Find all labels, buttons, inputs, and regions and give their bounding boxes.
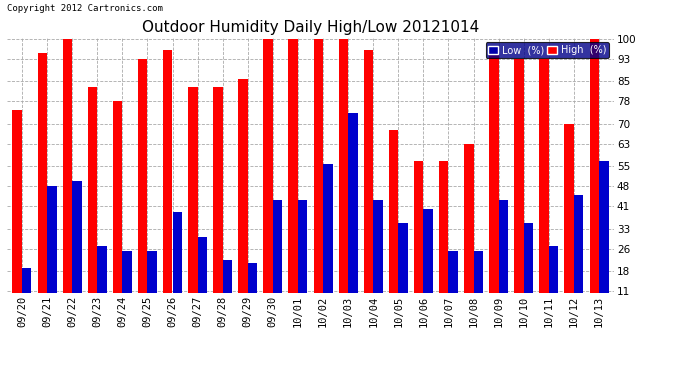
Bar <box>88 87 97 322</box>
Bar <box>448 251 458 322</box>
Bar <box>37 53 47 322</box>
Bar <box>273 200 282 322</box>
Bar <box>364 50 373 322</box>
Bar <box>424 209 433 322</box>
Bar <box>97 246 107 322</box>
Bar <box>323 164 333 322</box>
Bar <box>122 251 132 322</box>
Bar <box>197 237 207 322</box>
Bar <box>148 251 157 322</box>
Legend: Low  (%), High  (%): Low (%), High (%) <box>486 42 609 58</box>
Text: Copyright 2012 Cartronics.com: Copyright 2012 Cartronics.com <box>7 4 163 13</box>
Bar <box>213 87 223 322</box>
Bar <box>188 87 197 322</box>
Bar <box>112 101 122 322</box>
Bar <box>298 200 308 322</box>
Bar <box>489 53 499 322</box>
Bar <box>22 268 32 322</box>
Bar <box>72 181 81 322</box>
Bar <box>47 186 57 322</box>
Bar <box>339 39 348 322</box>
Bar <box>398 223 408 322</box>
Bar <box>248 263 257 322</box>
Bar <box>172 212 182 322</box>
Bar <box>388 130 398 322</box>
Bar <box>473 251 483 322</box>
Bar <box>589 39 599 322</box>
Bar <box>63 39 72 322</box>
Bar <box>238 79 248 322</box>
Bar <box>599 161 609 322</box>
Bar <box>549 246 558 322</box>
Bar <box>288 39 298 322</box>
Bar <box>464 144 473 322</box>
Bar <box>12 110 22 322</box>
Bar <box>439 161 449 322</box>
Bar <box>138 59 148 322</box>
Bar <box>313 39 323 322</box>
Bar <box>499 200 509 322</box>
Bar <box>574 195 584 322</box>
Bar <box>264 39 273 322</box>
Bar <box>564 124 574 322</box>
Bar <box>373 200 383 322</box>
Bar <box>514 59 524 322</box>
Bar <box>223 260 233 322</box>
Bar <box>540 59 549 322</box>
Title: Outdoor Humidity Daily High/Low 20121014: Outdoor Humidity Daily High/Low 20121014 <box>142 20 479 35</box>
Bar <box>414 161 424 322</box>
Bar <box>348 112 357 322</box>
Bar <box>524 223 533 322</box>
Bar <box>163 50 172 322</box>
